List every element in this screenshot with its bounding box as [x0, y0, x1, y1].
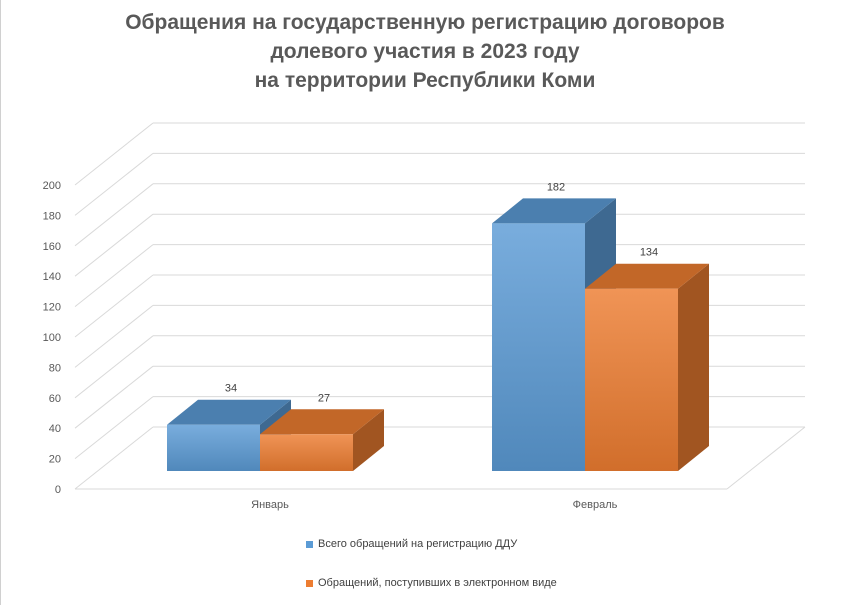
legend-swatch-series-2: [306, 579, 313, 587]
chart-title-line-3: на территории Республики Коми: [254, 69, 596, 92]
gridline-side: [74, 426, 154, 490]
gridline-side: [74, 244, 154, 307]
bar-top: [492, 198, 616, 224]
legend-item-series-2: Обращений, поступивших в электронном вид…: [306, 577, 557, 589]
gridline-side: [74, 213, 154, 277]
gridline-side: [74, 396, 154, 459]
legend-label-series-1: Всего обращений на регистрацию ДДУ: [318, 538, 518, 550]
bar-side: [678, 263, 709, 471]
window-left-border: [0, 0, 1, 605]
gridline-side: [74, 153, 154, 216]
bar: [167, 424, 260, 471]
y-tick-label: 180: [43, 210, 61, 222]
y-tick-label: 40: [49, 423, 61, 435]
legend-item-series-1: Всего обращений на регистрацию ДДУ: [306, 538, 517, 550]
bar: [492, 223, 585, 471]
y-tick-label: 100: [43, 332, 61, 344]
y-tick-label: 60: [49, 393, 61, 405]
y-tick-label: 0: [55, 484, 61, 496]
gridline-side: [74, 365, 154, 429]
data-label: 182: [547, 181, 565, 193]
bar-top: [260, 409, 384, 435]
y-tick-label: 160: [43, 241, 61, 253]
chart-title-line-1: Обращения на государственную регистрацию…: [125, 11, 725, 34]
x-tick-label: Февраль: [573, 499, 618, 511]
chart-title-line-2: долевого участия в 2023 году: [270, 40, 580, 63]
legend-swatch-series-1: [306, 540, 313, 548]
y-tick-label: 120: [43, 302, 61, 314]
y-tick-label: 140: [43, 271, 61, 283]
bar: [585, 288, 678, 471]
bar-top: [167, 399, 291, 425]
legend-label-series-2: Обращений, поступивших в электронном вид…: [318, 577, 557, 589]
floor-edge: [726, 426, 806, 490]
y-tick-label: 200: [43, 180, 61, 192]
bar-side: [353, 409, 384, 471]
y-tick-label: 80: [49, 362, 61, 374]
gridline-side: [74, 122, 154, 186]
chart-title: Обращения на государственную регистрацию…: [0, 8, 850, 95]
data-label: 34: [225, 383, 237, 395]
gridline-side: [74, 183, 154, 247]
x-tick-label: Январь: [251, 499, 289, 511]
bar-top: [585, 263, 709, 289]
data-label: 134: [640, 247, 658, 259]
y-tick-label: 20: [49, 454, 61, 466]
gridline-side: [74, 305, 154, 368]
gridline-side: [74, 335, 154, 399]
bar: [260, 434, 353, 471]
data-label: 27: [318, 392, 330, 404]
gridline-side: [74, 274, 154, 338]
